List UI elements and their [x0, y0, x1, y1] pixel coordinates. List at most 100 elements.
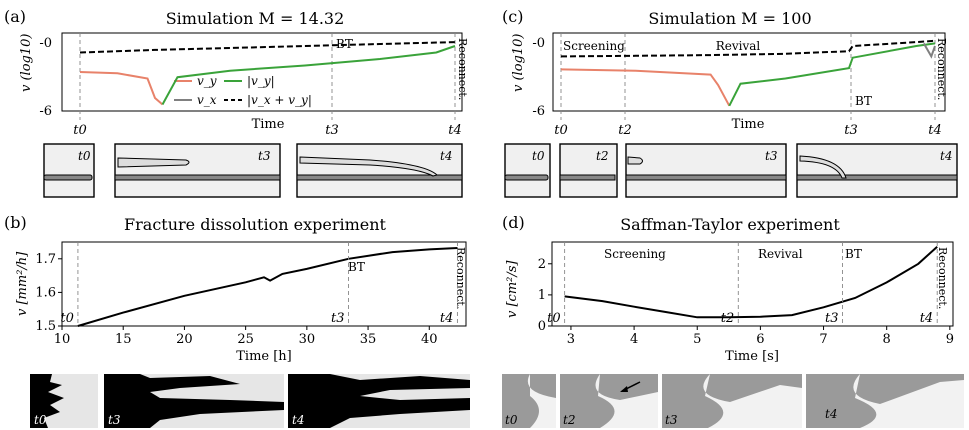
panel-d-label: (d): [502, 213, 525, 232]
series-c-3: [922, 42, 936, 59]
panel-a-title: Simulation M = 14.32: [166, 9, 345, 28]
thumb-a-t4-finger: [299, 156, 439, 177]
panel-c-ytick-bottom: -6: [532, 104, 545, 119]
series-a-2: [161, 45, 456, 105]
xtick-label-b-5: 35: [360, 332, 377, 347]
thumb-c-t2: [559, 143, 618, 198]
series-c-2: [728, 42, 936, 107]
thumb-c-t0: [504, 143, 551, 198]
thumb-b-t3-label: t3: [108, 413, 121, 427]
xtick-label-d-0: 3: [567, 332, 575, 347]
panel-b-bt-label: BT: [348, 260, 365, 274]
panel-a-thumbnails: t0 t3 t4: [43, 143, 463, 198]
panel-a-xlabel: Time: [252, 117, 285, 132]
ytick-label-b-0: 1.5: [35, 319, 56, 334]
thumb-c-t0-finger: [504, 174, 549, 181]
panel-d-thumbnails: t0 t2 t3 t4: [502, 374, 964, 428]
xtick-label-b-1: 15: [115, 332, 132, 347]
panel-c-axes: [552, 32, 946, 112]
ytick-label-d-2: 2: [538, 257, 546, 272]
thumb-a-t0-label: t0: [78, 149, 91, 163]
thumb-c-t0-label: t0: [532, 149, 545, 163]
panel-a: (a) Simulation M = 14.32 -0 -6 v (log10)…: [4, 7, 469, 198]
thumb-c-t4-label: t4: [940, 149, 952, 163]
panel-c-bt-label: BT: [855, 94, 872, 108]
panel-c-ytick-top: -0: [532, 36, 545, 51]
panel-c-label: (c): [502, 7, 523, 26]
panel-b-reconnect-label: Reconnect.: [454, 247, 467, 309]
panel-d-plot: 3 4 5 6 7 8 9 0 1 2 t0 t2 t3 t4: [538, 242, 954, 347]
panel-d-ylabel: v [cm²/s]: [505, 260, 520, 318]
series-d-0: [564, 245, 938, 319]
thumb-c-t3-label: t3: [765, 149, 778, 163]
ytick-label-d-1: 1: [538, 288, 546, 303]
xtick-label-d-5: 8: [883, 332, 891, 347]
panel-a-axes: [61, 32, 463, 112]
thumb-d-t0-label: t0: [505, 413, 518, 427]
legend-label-vy: v_y: [197, 74, 217, 88]
panel-d-bt-label: BT: [845, 247, 862, 261]
panel-a-xmarker-label-t4: t4: [448, 123, 462, 138]
thumb-d-t4-finger: [853, 374, 964, 428]
thumb-a-t3-label: t3: [258, 149, 271, 163]
thumb-a-t3-finger: [117, 157, 190, 168]
thumb-d-t4-label: t4: [825, 407, 837, 421]
thumb-d-t2-label: t2: [563, 413, 575, 427]
xtick-label-d-3: 6: [756, 332, 764, 347]
panel-d-reconnect-label: Reconnect.: [936, 247, 949, 309]
panel-a-label: (a): [4, 7, 26, 26]
panel-c-xlabel: Time: [732, 117, 765, 132]
series-c-1: [560, 68, 731, 107]
thumb-b-t0-dissolution: [30, 374, 64, 428]
xtick-label-d-4: 7: [819, 332, 827, 347]
panel-d-region-revival: Revival: [758, 247, 803, 261]
panel-b: (b) Fracture dissolution experiment v [m…: [4, 213, 470, 428]
xtick-label-b-4: 30: [299, 332, 316, 347]
panel-d-region-screening: Screening: [604, 247, 666, 261]
panel-a-ylabel: v (log10): [19, 34, 34, 92]
thumb-d-t2-finger: [595, 374, 658, 428]
thumb-a-t4: [296, 143, 463, 198]
thumb-b-t4-dissolution: [288, 374, 470, 428]
series-a-1: [79, 71, 164, 106]
panel-b-ylabel: v [mm²/h]: [15, 251, 30, 316]
panel-c-xmarker-label-t3: t3: [844, 123, 858, 138]
thumb-b-t3-dissolution: [104, 374, 284, 428]
panel-c-xmarker-label-t4: t4: [928, 123, 942, 138]
panel-d-title: Saffman-Taylor experiment: [620, 215, 840, 234]
thumb-c-t4: [796, 143, 958, 198]
xtick-label-b-6: 40: [421, 332, 438, 347]
panel-c-reconnect-label: Reconnect.: [935, 38, 948, 100]
panel-b-title: Fracture dissolution experiment: [124, 215, 387, 234]
panel-c-thumbnails: t0 t2 t3 t4: [504, 143, 958, 198]
panel-c-xmarker-label-t0: t0: [554, 123, 568, 138]
thumb-a-t0-finger: [43, 174, 93, 181]
panel-b-axes: [61, 241, 467, 327]
marker-label-d-t0: t0: [547, 311, 561, 326]
marker-label-b-t3: t3: [331, 311, 345, 326]
panel-c-region-screening: Screening: [563, 39, 625, 53]
xtick-label-d-1: 4: [630, 332, 638, 347]
thumb-c-t4-finger: [799, 155, 847, 179]
panel-a-xmarker-label-t0: t0: [73, 123, 87, 138]
thumb-d-t3-finger: [703, 374, 802, 428]
marker-label-b-t4: t4: [440, 311, 454, 326]
panel-c-xmarker-label-t2: t2: [618, 123, 632, 138]
panel-a-ytick-bottom: -6: [39, 104, 52, 119]
series-c-0: [560, 39, 936, 58]
thumb-c-t2-label: t2: [596, 149, 608, 163]
xtick-label-b-3: 25: [237, 332, 254, 347]
panel-b-label: (b): [4, 213, 27, 232]
thumb-a-t4-channel: [296, 174, 463, 181]
thumb-d-t2-arrowhead: [620, 386, 628, 392]
thumb-d-t0-finger: [527, 374, 556, 428]
thumb-c-t2-channel: [559, 174, 616, 181]
panel-a-plot: [79, 41, 456, 106]
legend-label-vx: v_x: [197, 93, 217, 107]
panel-d-xlabel: Time [s]: [725, 349, 779, 364]
series-b-0: [77, 247, 458, 327]
thumb-a-t3-channel: [114, 174, 281, 181]
xtick-label-b-2: 20: [176, 332, 193, 347]
panel-b-plot: 10 15 20 25 30 35 40 1.5 1.6 1.7 t0 t3 t4: [35, 242, 458, 347]
